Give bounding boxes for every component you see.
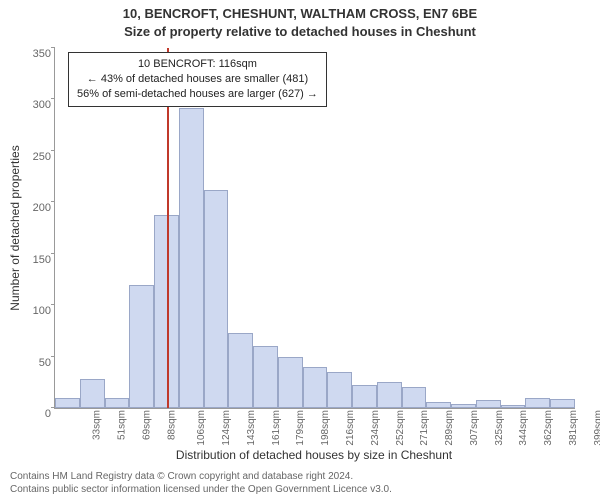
bar — [278, 357, 303, 408]
x-tick: 307sqm — [469, 410, 480, 446]
x-tick: 234sqm — [370, 410, 381, 446]
x-axis-label: Distribution of detached houses by size … — [54, 448, 574, 462]
y-tick-mark — [51, 356, 55, 357]
bar — [352, 385, 377, 408]
info-box-line: ← 43% of detached houses are smaller (48… — [77, 72, 318, 87]
x-tick: 381sqm — [568, 410, 579, 446]
x-tick: 69sqm — [141, 410, 152, 440]
x-tick: 325sqm — [494, 410, 505, 446]
x-tick: 143sqm — [246, 410, 257, 446]
bar — [204, 190, 229, 408]
x-tick: 106sqm — [197, 410, 208, 446]
title-line-2: Size of property relative to detached ho… — [0, 24, 600, 39]
footer-line-2: Contains public sector information licen… — [10, 483, 392, 496]
x-tick: 216sqm — [345, 410, 356, 446]
y-tick: 0 — [17, 408, 55, 420]
y-tick: 300 — [17, 99, 55, 111]
bar — [228, 333, 253, 408]
x-tick: 362sqm — [543, 410, 554, 446]
bar — [129, 285, 154, 408]
bar — [451, 404, 476, 408]
info-box-line: 10 BENCROFT: 116sqm — [77, 57, 318, 72]
x-tick: 179sqm — [296, 410, 307, 446]
y-tick-mark — [51, 407, 55, 408]
bar — [327, 372, 352, 408]
bar — [303, 367, 328, 408]
y-tick: 50 — [17, 357, 55, 369]
y-tick-mark — [51, 47, 55, 48]
x-tick: 124sqm — [221, 410, 232, 446]
y-tick-mark — [51, 253, 55, 254]
x-tick: 271sqm — [419, 410, 430, 446]
bar — [402, 387, 427, 408]
x-tick: 252sqm — [395, 410, 406, 446]
chart-container: 10, BENCROFT, CHESHUNT, WALTHAM CROSS, E… — [0, 0, 600, 500]
bar — [55, 398, 80, 408]
bar — [377, 382, 402, 408]
x-tick: 88sqm — [166, 410, 177, 440]
bar — [550, 399, 575, 408]
y-tick: 100 — [17, 305, 55, 317]
y-tick-mark — [51, 98, 55, 99]
info-box: 10 BENCROFT: 116sqm← 43% of detached hou… — [68, 52, 327, 107]
title-line-1: 10, BENCROFT, CHESHUNT, WALTHAM CROSS, E… — [0, 6, 600, 21]
y-tick: 200 — [17, 202, 55, 214]
x-tick: 399sqm — [593, 410, 600, 446]
x-tick: 198sqm — [320, 410, 331, 446]
bar — [525, 398, 550, 408]
y-tick: 350 — [17, 48, 55, 60]
x-tick: 161sqm — [271, 410, 282, 446]
footer-text: Contains HM Land Registry data © Crown c… — [10, 470, 392, 496]
y-tick: 150 — [17, 254, 55, 266]
bar — [426, 402, 451, 408]
y-tick-mark — [51, 150, 55, 151]
x-tick: 289sqm — [444, 410, 455, 446]
info-box-line: 56% of semi-detached houses are larger (… — [77, 87, 318, 102]
y-tick-mark — [51, 201, 55, 202]
x-tick: 33sqm — [92, 410, 103, 440]
bar — [179, 108, 204, 408]
y-tick: 250 — [17, 151, 55, 163]
bar — [80, 379, 105, 408]
bar — [501, 405, 526, 408]
x-tick: 51sqm — [117, 410, 128, 440]
y-tick-mark — [51, 304, 55, 305]
x-tick: 344sqm — [518, 410, 529, 446]
footer-line-1: Contains HM Land Registry data © Crown c… — [10, 470, 392, 483]
bar — [253, 346, 278, 408]
bar — [105, 398, 130, 408]
bar — [476, 400, 501, 408]
